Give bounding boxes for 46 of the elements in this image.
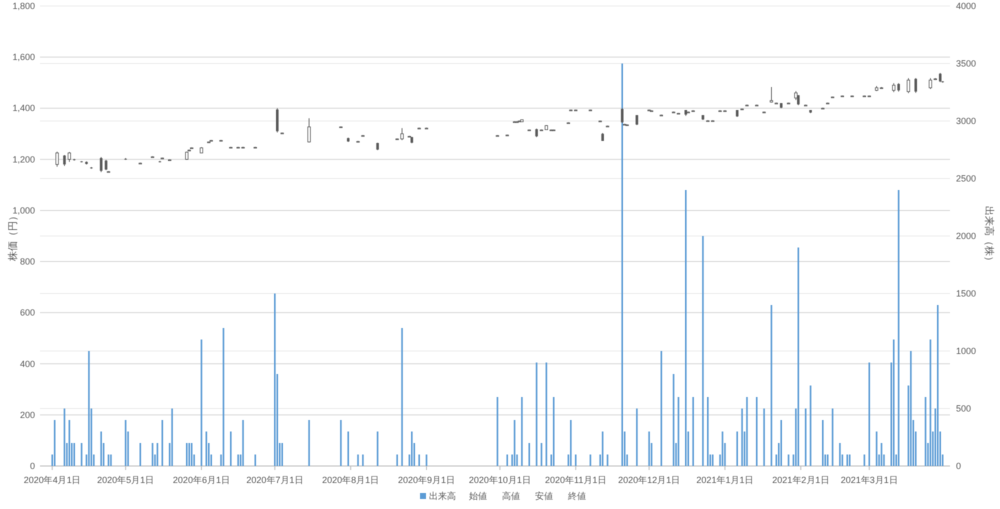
y2-tick-label: 2000 bbox=[956, 231, 976, 241]
x-tick-label: 2021年2月1日 bbox=[772, 475, 830, 485]
candlestick bbox=[100, 156, 102, 173]
candlestick bbox=[938, 72, 942, 83]
legend-label: 出来高 bbox=[429, 491, 456, 501]
y-tick-label: 800 bbox=[20, 256, 35, 267]
legend: 出来高 始値 高値 安値 終値 bbox=[420, 491, 586, 501]
x-tick-label: 2020年5月1日 bbox=[97, 475, 154, 485]
x-tick-label: 2020年10月1日 bbox=[468, 475, 531, 485]
x-tick-label: 2020年8月1日 bbox=[322, 475, 380, 485]
y-tick-label: 600 bbox=[20, 308, 35, 318]
y2-tick-label: 4000 bbox=[956, 1, 976, 11]
x-tick-label: 2020年7月1日 bbox=[246, 475, 304, 485]
x-tick-label: 2020年12月1日 bbox=[618, 475, 680, 485]
y-tick-label: 1,600 bbox=[12, 52, 35, 62]
x-tick-label: 2020年4月1日 bbox=[24, 475, 81, 485]
y-tick-label: 200 bbox=[20, 410, 35, 420]
candlestick bbox=[276, 108, 279, 133]
candlestick bbox=[307, 118, 311, 143]
candlestick bbox=[55, 151, 59, 168]
y-tick-label: 1,000 bbox=[12, 205, 35, 216]
y2-tick-label: 0 bbox=[956, 461, 962, 471]
x-tick-label: 2020年6月1日 bbox=[172, 475, 230, 485]
y-tick-label: 1,800 bbox=[12, 1, 35, 11]
y-tick-label: 400 bbox=[20, 358, 35, 369]
x-tick-label: 2020年11月1日 bbox=[545, 475, 606, 485]
y2-tick-label: 1500 bbox=[956, 288, 976, 298]
y2-tick-label: 3000 bbox=[956, 116, 976, 126]
candlestick bbox=[906, 78, 910, 94]
candlestick bbox=[104, 159, 108, 170]
x-tick-label: 2020年9月1日 bbox=[398, 475, 456, 485]
candlestick bbox=[914, 78, 918, 94]
x-tick-label: 2021年3月1日 bbox=[840, 475, 898, 485]
candlestick bbox=[636, 114, 638, 126]
y2-tick-label: 500 bbox=[956, 404, 972, 414]
y2-axis-title: 出来高（株） bbox=[983, 206, 995, 266]
y2-tick-label: 3500 bbox=[956, 58, 976, 68]
y2-tick-label: 1000 bbox=[956, 346, 976, 356]
y-tick-label: 1,200 bbox=[12, 154, 35, 164]
y-tick-label: 0 bbox=[30, 461, 35, 471]
y2-tick-label: 2500 bbox=[956, 174, 976, 184]
x-tick-label: 2021年1月1日 bbox=[696, 475, 754, 485]
candlestick bbox=[770, 86, 774, 103]
y-tick-label: 1,400 bbox=[12, 103, 35, 114]
candlestick bbox=[620, 108, 624, 124]
candlestick bbox=[797, 94, 800, 106]
